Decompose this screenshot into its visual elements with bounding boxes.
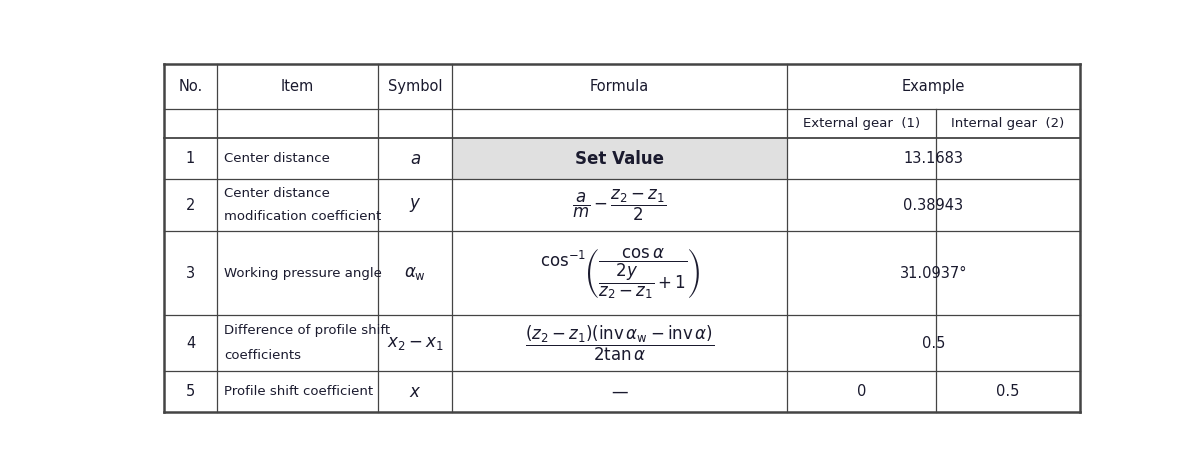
Text: 0.5: 0.5 xyxy=(996,384,1020,399)
Text: 2: 2 xyxy=(186,198,196,213)
Text: $\alpha_\mathrm{w}$: $\alpha_\mathrm{w}$ xyxy=(404,264,426,282)
Text: $y$: $y$ xyxy=(409,196,421,214)
Text: Profile shift coefficient: Profile shift coefficient xyxy=(224,385,373,398)
Text: 4: 4 xyxy=(186,336,196,350)
Text: Example: Example xyxy=(902,79,965,94)
Text: $x_2 - x_1$: $x_2 - x_1$ xyxy=(386,334,444,352)
Text: Internal gear  (2): Internal gear (2) xyxy=(952,117,1064,130)
Text: No.: No. xyxy=(179,79,203,94)
Text: Center distance: Center distance xyxy=(224,187,330,200)
Text: Center distance: Center distance xyxy=(224,152,330,165)
Text: External gear  (1): External gear (1) xyxy=(803,117,920,130)
Text: —: — xyxy=(611,383,628,400)
Text: $a$: $a$ xyxy=(409,150,420,168)
Text: Item: Item xyxy=(281,79,314,94)
Text: $x$: $x$ xyxy=(409,383,421,400)
Text: modification coefficient: modification coefficient xyxy=(224,210,382,223)
Text: 0.38943: 0.38943 xyxy=(904,198,964,213)
Text: $\cos^{-1}\!\left(\dfrac{\cos\alpha}{\dfrac{2y}{z_2-z_1}+1}\right)$: $\cos^{-1}\!\left(\dfrac{\cos\alpha}{\df… xyxy=(540,246,700,301)
Text: Working pressure angle: Working pressure angle xyxy=(224,267,383,280)
Text: Formula: Formula xyxy=(590,79,649,94)
Text: Difference of profile shift: Difference of profile shift xyxy=(224,324,390,337)
Text: 31.0937°: 31.0937° xyxy=(900,266,967,281)
Text: $\dfrac{a}{m} - \dfrac{z_2 - z_1}{2}$: $\dfrac{a}{m} - \dfrac{z_2 - z_1}{2}$ xyxy=(572,188,667,223)
Text: $\dfrac{(z_2 - z_1)(\mathrm{inv}\,\alpha_\mathrm{w} - \mathrm{inv}\,\alpha)}{2\t: $\dfrac{(z_2 - z_1)(\mathrm{inv}\,\alpha… xyxy=(524,324,714,363)
Text: 13.1683: 13.1683 xyxy=(904,151,964,166)
Text: Set Value: Set Value xyxy=(575,150,664,168)
Bar xyxy=(452,138,787,179)
Text: 3: 3 xyxy=(186,266,196,281)
Text: 1: 1 xyxy=(186,151,196,166)
Text: 5: 5 xyxy=(186,384,196,399)
Text: 0.5: 0.5 xyxy=(922,336,946,350)
Text: coefficients: coefficients xyxy=(224,349,301,362)
Text: 0: 0 xyxy=(857,384,866,399)
Text: Symbol: Symbol xyxy=(388,79,443,94)
